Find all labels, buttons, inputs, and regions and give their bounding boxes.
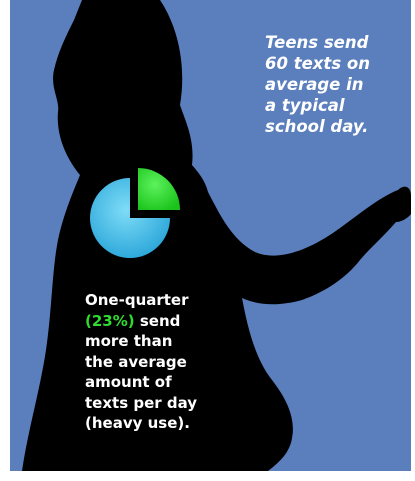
- headline-line: a typical: [265, 96, 345, 115]
- stat-text: One-quarter (23%) send more than the ave…: [85, 290, 235, 434]
- pie-chart-icon: [90, 168, 180, 258]
- stat-line: (heavy use).: [85, 414, 190, 432]
- stat-line: more than: [85, 332, 173, 350]
- stat-line-rest: send: [134, 311, 181, 330]
- headline-line: Teens send: [265, 33, 369, 52]
- headline-line: average in: [265, 75, 364, 94]
- stat-line: the average: [85, 352, 187, 371]
- pie-base-slice: [90, 178, 170, 258]
- stat-line: amount of: [85, 373, 172, 391]
- stat-percent: (23%): [85, 311, 135, 330]
- headline-line: 60 texts on: [265, 54, 370, 73]
- stat-line: texts per day: [85, 393, 198, 412]
- infographic-panel: Teens send 60 texts on average in a typi…: [10, 0, 411, 471]
- headline-text: Teens send 60 texts on average in a typi…: [265, 32, 411, 137]
- pie-highlight-slice: [138, 168, 180, 210]
- teen-silhouette-image: [22, 0, 411, 471]
- stat-line: One-quarter: [85, 291, 189, 309]
- headline-line: school day.: [265, 117, 369, 136]
- stat-line: (23%) send: [85, 311, 235, 332]
